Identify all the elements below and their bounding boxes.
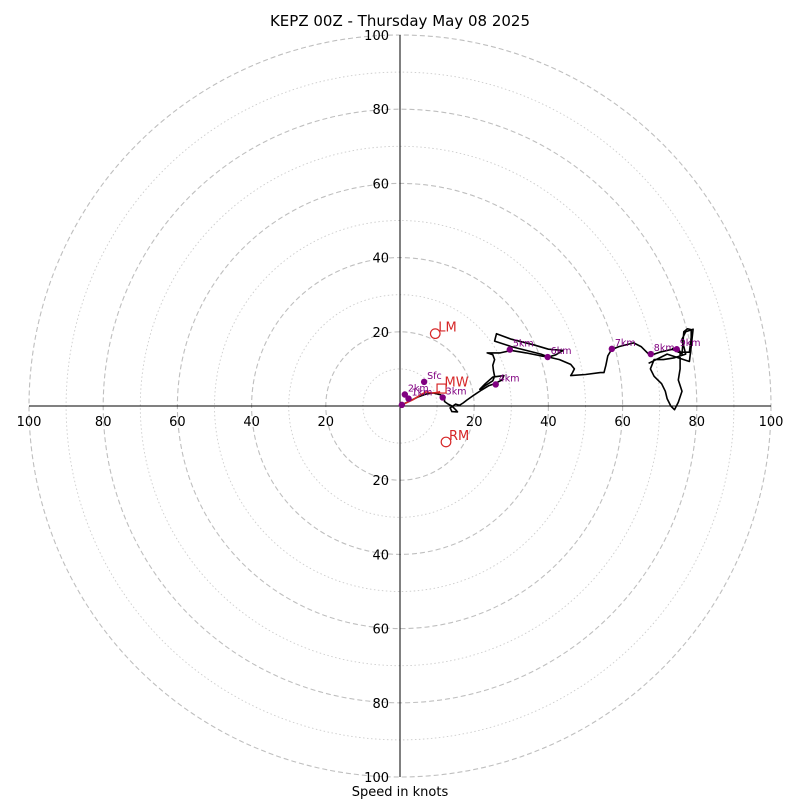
tick-label-x-neg: 80	[95, 415, 112, 430]
height-marker-5km	[506, 346, 514, 353]
tick-label-x-pos: 60	[614, 415, 631, 430]
height-marker-1km	[405, 395, 412, 402]
hodograph-trace	[401, 327, 694, 413]
height-label: 5km	[513, 339, 534, 350]
tick-label-x-neg: 60	[169, 415, 186, 430]
tick-label-x-neg: 20	[318, 415, 335, 430]
storm-motion-rm-label: RM	[449, 429, 469, 444]
tick-label-y-pos: 100	[364, 29, 389, 44]
tick-label-y-pos: 40	[372, 252, 389, 267]
tick-labels: 20 20 20 20 40 40 40 40 60 60 60 60 80 80 80 80 100 100 10…	[17, 29, 784, 786]
height-marker-3km	[439, 394, 446, 401]
storm-motion-rm	[440, 436, 452, 448]
height-marker-6km	[544, 353, 551, 361]
height-label: 8km	[654, 343, 675, 354]
storm-motion-markers: LM MW RM	[429, 321, 469, 448]
tick-label-x-pos: 100	[759, 415, 784, 430]
height-label: 6km	[551, 346, 572, 357]
tick-label-x-neg: 100	[17, 415, 42, 430]
height-label: 4km	[499, 373, 520, 384]
height-label: 7km	[615, 338, 636, 349]
height-marker-sfc	[420, 378, 428, 386]
tick-label-y-neg: 20	[372, 474, 389, 489]
tick-label-y-neg: 60	[372, 623, 389, 638]
height-marker-8km	[647, 350, 654, 358]
height-marker	[398, 401, 406, 409]
tick-label-y-neg: 100	[364, 771, 389, 786]
x-axis-label: Speed in knots	[352, 785, 449, 800]
storm-motion-mw	[436, 383, 447, 394]
storm-motion-mw-label: MW	[445, 376, 469, 391]
height-label: 3km	[446, 386, 467, 397]
tick-label-x-pos: 20	[466, 415, 483, 430]
height-marker-2km	[401, 391, 409, 398]
tick-label-y-neg: 40	[372, 548, 389, 563]
height-marker-4km	[492, 381, 499, 388]
height-label: 1km	[412, 388, 433, 399]
storm-motion-lm	[429, 328, 441, 340]
storm-motion-lm-label: LM	[438, 321, 456, 336]
height-label: Sfc	[427, 371, 442, 382]
height-label: 9km	[680, 338, 701, 349]
chart-title: KEPZ 00Z - Thursday May 08 2025	[270, 12, 530, 30]
tick-label-y-pos: 60	[372, 177, 389, 192]
tick-label-y-neg: 80	[372, 697, 389, 712]
tick-label-x-pos: 40	[540, 415, 557, 430]
wind-traces	[401, 327, 694, 413]
height-marker-7km	[608, 345, 616, 353]
low-level-trace	[401, 390, 441, 406]
tick-label-y-pos: 20	[372, 326, 389, 341]
tick-label-y-pos: 80	[372, 103, 389, 118]
height-label: 2km	[408, 383, 429, 394]
height-marker-9km	[673, 346, 680, 353]
tick-label-x-pos: 80	[689, 415, 706, 430]
tick-label-x-neg: 40	[243, 415, 260, 430]
